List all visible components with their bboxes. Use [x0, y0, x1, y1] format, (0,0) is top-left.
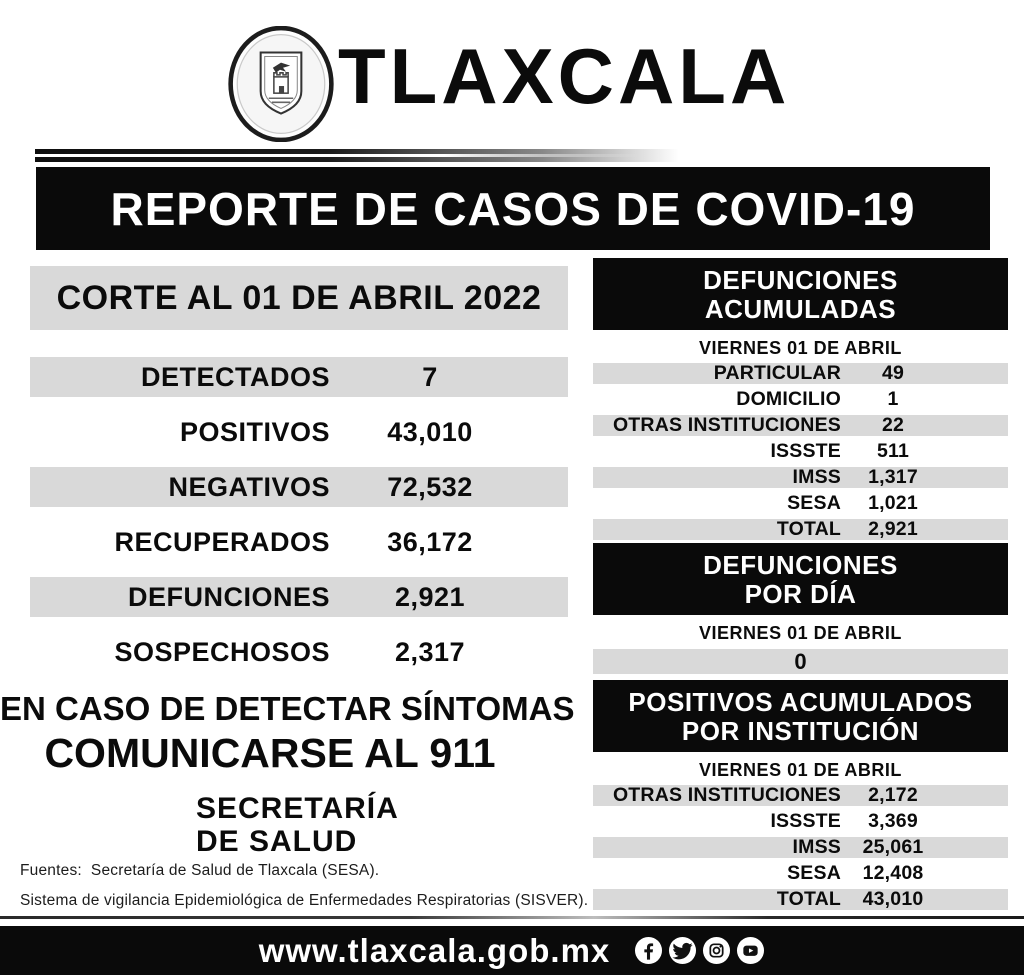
health-ministry-line1: SECRETARÍA — [196, 792, 399, 825]
row-value: 43,010 — [862, 888, 924, 910]
table-row: ISSSTE 511 — [593, 441, 1008, 462]
stat-value: 2,921 — [394, 582, 466, 612]
stat-label: POSITIVOS — [179, 417, 330, 447]
table-row-total: TOTAL 43,010 — [593, 889, 1008, 910]
instagram-icon[interactable] — [702, 936, 731, 965]
stat-value: 43,010 — [387, 417, 473, 447]
youtube-icon[interactable] — [736, 936, 765, 965]
table-row: SESA 12,408 — [593, 863, 1008, 884]
row-value: 22 — [881, 414, 905, 436]
report-banner: REPORTE DE CASOS DE COVID-19 — [36, 167, 990, 250]
row-value: 1,317 — [868, 466, 918, 488]
row-value: 1 — [887, 388, 899, 410]
panel-title-line1: DEFUNCIONES — [703, 550, 898, 580]
stat-row-defunciones: DEFUNCIONES 2,921 — [30, 577, 568, 617]
panel-date: VIERNES 01 DE ABRIL — [699, 623, 902, 643]
stat-row-sospechosos: SOSPECHOSOS 2,317 — [30, 632, 568, 672]
row-label: TOTAL — [776, 518, 841, 540]
panel-date: VIERNES 01 DE ABRIL — [699, 760, 902, 780]
stat-row-positivos: POSITIVOS 43,010 — [30, 412, 568, 452]
row-label: SESA — [787, 862, 841, 884]
row-value: 49 — [881, 362, 905, 384]
twitter-icon[interactable] — [668, 936, 697, 965]
symptoms-notice-line1: EN CASO DE DETECTAR SÍNTOMAS — [0, 690, 575, 727]
report-banner-title: REPORTE DE CASOS DE COVID-19 — [110, 183, 916, 235]
table-row: OTRAS INSTITUCIONES 2,172 — [593, 785, 1008, 806]
source-note-2: Sistema de vigilancia Epidemiológica de … — [20, 892, 589, 909]
footer-divider — [0, 916, 1024, 919]
panel-title-line2: POR DÍA — [744, 579, 857, 609]
summary-panel: CORTE AL 01 DE ABRIL 2022 DETECTADOS 7 P… — [30, 266, 568, 672]
deaths-accumulated-header: DEFUNCIONES ACUMULADAS — [593, 258, 1008, 330]
row-value: 2,172 — [868, 784, 918, 806]
footer-bar: www.tlaxcala.gob.mx — [0, 926, 1024, 975]
row-label: TOTAL — [776, 888, 841, 910]
stat-label: SOSPECHOSOS — [114, 637, 330, 667]
row-value: 1,021 — [868, 492, 918, 514]
daily-deaths-value: 0 — [593, 649, 1008, 674]
table-row: IMSS 1,317 — [593, 467, 1008, 488]
source-note-1: Fuentes: Secretaría de Salud de Tlaxcala… — [20, 862, 380, 879]
row-label: IMSS — [792, 836, 841, 858]
social-icons — [634, 936, 765, 965]
row-label: IMSS — [792, 466, 841, 488]
panel-title-line1: POSITIVOS ACUMULADOS — [628, 687, 973, 717]
health-ministry-line2: DE SALUD — [196, 825, 358, 858]
stat-row-negativos: NEGATIVOS 72,532 — [30, 467, 568, 507]
stat-label: RECUPERADOS — [114, 527, 330, 557]
row-label: OTRAS INSTITUCIONES — [612, 414, 841, 436]
table-row: IMSS 25,061 — [593, 837, 1008, 858]
row-label: OTRAS INSTITUCIONES — [612, 784, 841, 806]
stat-label: DEFUNCIONES — [127, 582, 330, 612]
facebook-icon[interactable] — [634, 936, 663, 965]
symptoms-notice-line2: COMUNICARSE AL 911 — [44, 730, 496, 776]
row-label: ISSSTE — [770, 810, 841, 832]
row-value: 2,921 — [868, 518, 918, 540]
stat-label: NEGATIVOS — [168, 472, 330, 502]
website-url[interactable]: www.tlaxcala.gob.mx — [258, 932, 611, 969]
panel-title-line1: DEFUNCIONES — [703, 265, 898, 295]
stat-row-recuperados: RECUPERADOS 36,172 — [30, 522, 568, 562]
stat-value: 2,317 — [394, 637, 466, 667]
tlaxcala-coat-of-arms-logo — [228, 26, 334, 142]
stat-label: DETECTADOS — [140, 362, 330, 392]
stat-value: 36,172 — [387, 527, 473, 557]
detail-panels: DEFUNCIONES ACUMULADAS VIERNES 01 DE ABR… — [593, 258, 1008, 910]
row-label: ISSSTE — [770, 440, 841, 462]
row-label: PARTICULAR — [713, 362, 841, 384]
stat-row-detectados: DETECTADOS 7 — [30, 357, 568, 397]
health-ministry-wordmark: SECRETARÍA DE SALUD — [196, 792, 399, 858]
table-row: OTRAS INSTITUCIONES 22 — [593, 415, 1008, 436]
table-row: SESA 1,021 — [593, 493, 1008, 514]
row-label: DOMICILIO — [736, 388, 841, 410]
deaths-per-day-header: DEFUNCIONES POR DÍA — [593, 543, 1008, 615]
row-value: 25,061 — [862, 836, 924, 858]
panel-date: VIERNES 01 DE ABRIL — [699, 338, 902, 358]
header-divider — [35, 149, 1010, 162]
row-value: 12,408 — [862, 862, 924, 884]
row-value: 3,369 — [868, 810, 918, 832]
panel-title-line2: ACUMULADAS — [704, 294, 897, 324]
row-value: 511 — [876, 440, 910, 462]
panel-title-line2: POR INSTITUCIÓN — [681, 716, 920, 746]
brand-title: TLAXCALA — [338, 32, 791, 120]
row-label: SESA — [787, 492, 841, 514]
table-row-total: TOTAL 2,921 — [593, 519, 1008, 540]
cutoff-date-bar: CORTE AL 01 DE ABRIL 2022 — [30, 266, 568, 330]
stat-value: 72,532 — [387, 472, 473, 502]
table-row: PARTICULAR 49 — [593, 363, 1008, 384]
table-row: DOMICILIO 1 — [593, 389, 1008, 410]
positives-by-institution-header: POSITIVOS ACUMULADOS POR INSTITUCIÓN — [593, 680, 1008, 752]
stat-value: 7 — [422, 362, 438, 392]
table-row: ISSSTE 3,369 — [593, 811, 1008, 832]
